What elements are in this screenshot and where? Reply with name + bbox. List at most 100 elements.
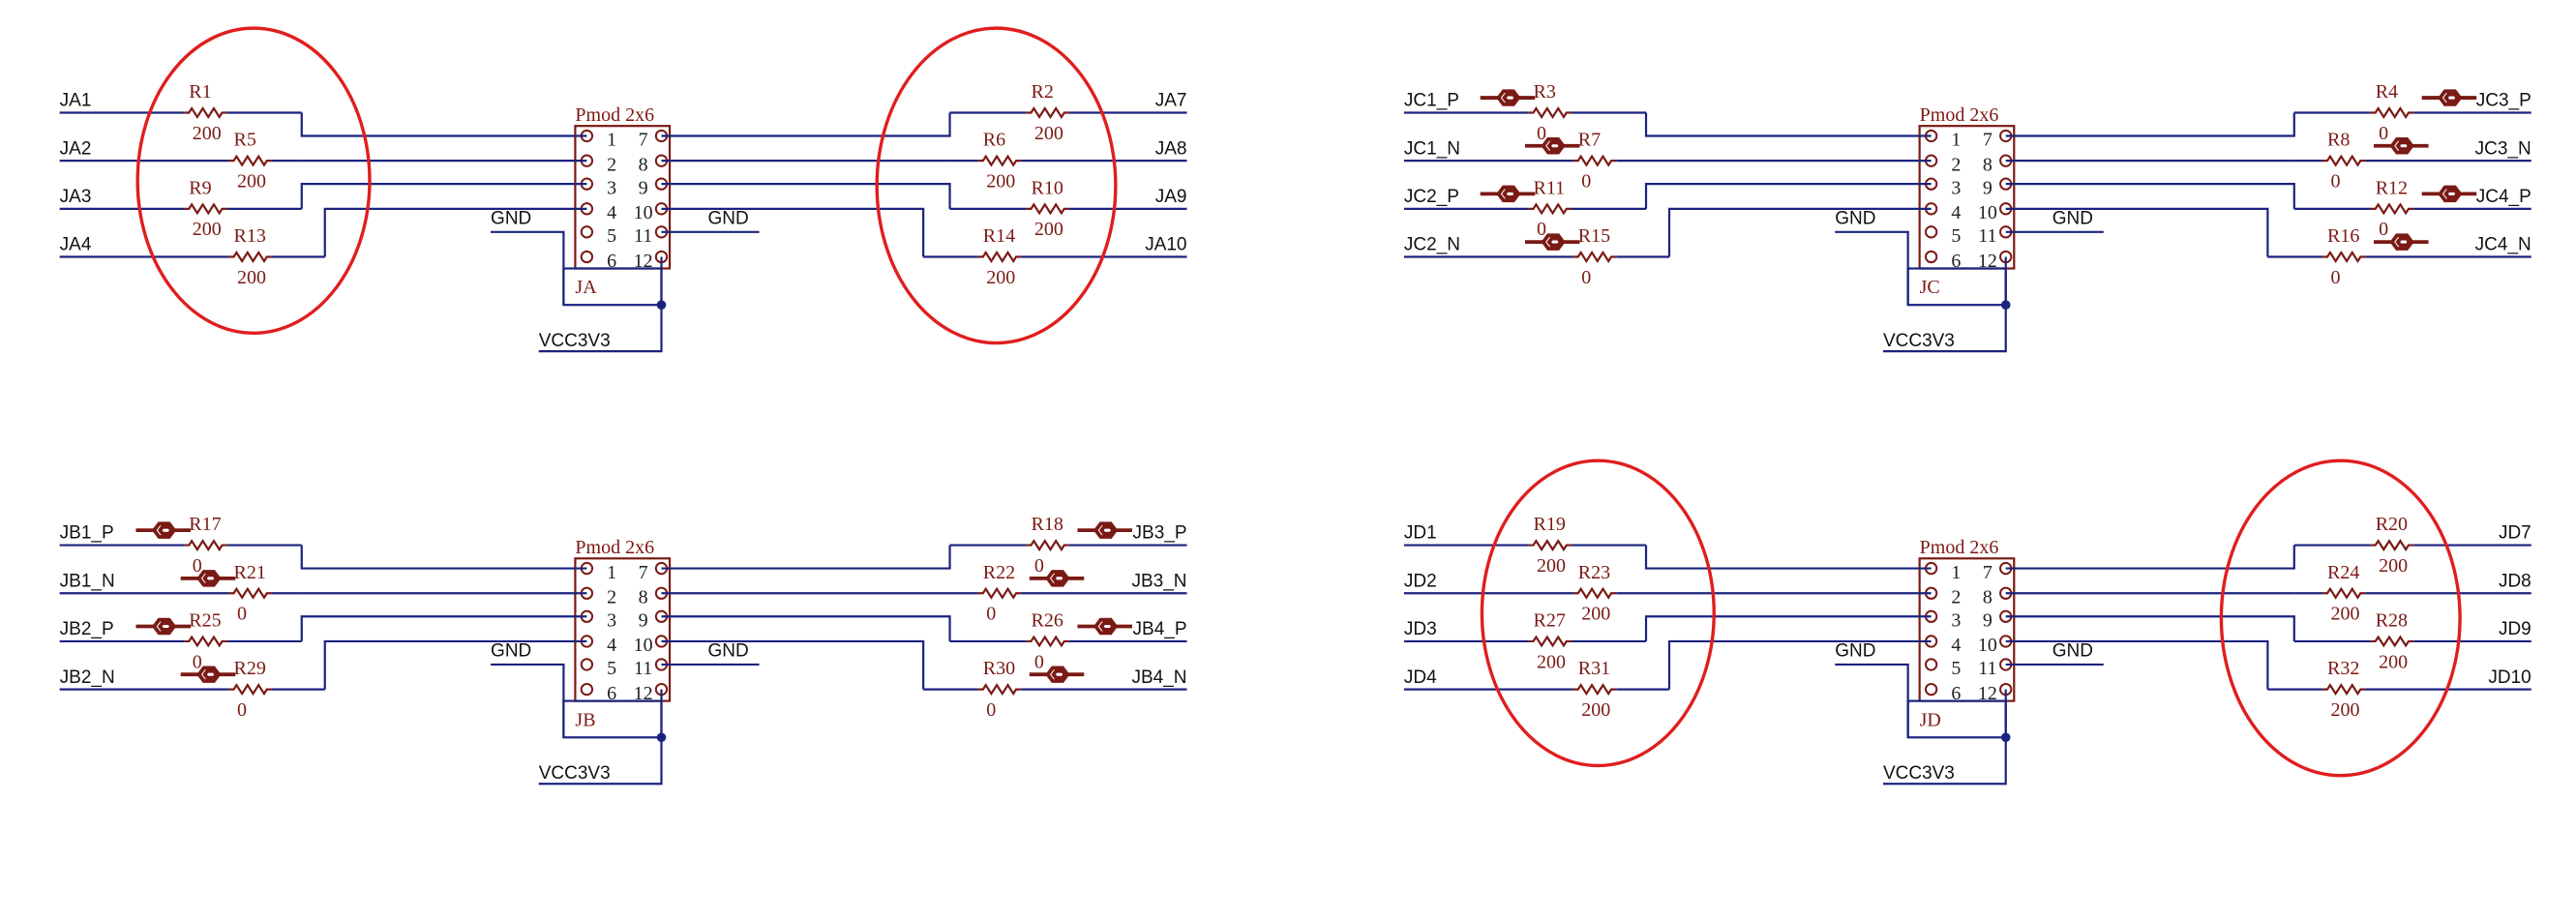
pin-number-left: 1 — [607, 562, 616, 583]
resistor-left — [1528, 105, 1572, 119]
connector-pin-left — [580, 250, 594, 264]
resistor-left — [228, 586, 272, 600]
differential-port-icon — [1077, 617, 1132, 636]
resistor-left — [1528, 202, 1572, 216]
resistor-ref-label: R27 — [1534, 610, 1566, 632]
differential-port-icon — [1524, 137, 1580, 155]
resistor-ref-label: R30 — [983, 658, 1015, 679]
resistor-right — [1026, 635, 1069, 648]
signal-wire — [2005, 112, 2295, 137]
connector-header-label: Pmod 2x6 — [1920, 104, 1999, 126]
port-icon-outer — [2438, 185, 2463, 203]
connector-pin-left — [580, 682, 594, 697]
resistor-ref-label: R29 — [234, 658, 266, 679]
resistor-value-label: 200 — [193, 219, 222, 240]
signal-wire — [2005, 639, 2269, 690]
net-label-left: JD1 — [1404, 523, 1437, 544]
highlight-ellipse-left — [1480, 459, 1716, 768]
pin-number-left: 5 — [1951, 225, 1961, 247]
resistor-value-label: 200 — [1034, 219, 1063, 240]
signal-wire — [661, 545, 951, 570]
pin-number-left: 6 — [1951, 251, 1961, 272]
pin-number-left: 1 — [1951, 130, 1961, 151]
gnd-label: GND — [491, 640, 531, 661]
signal-wire — [1644, 112, 1932, 137]
net-label-right: JD10 — [2488, 667, 2531, 688]
highlight-ellipse-right — [875, 26, 1118, 345]
resistor-ref-label: R1 — [189, 81, 211, 103]
resistor-ref-label: R18 — [1031, 514, 1063, 535]
resistor-ref-label: R17 — [189, 514, 221, 535]
resistor-left — [228, 251, 272, 264]
net-label-right: JD7 — [2499, 523, 2531, 544]
signal-wire — [1644, 545, 1932, 570]
pin-number-right: 10 — [634, 635, 653, 656]
resistor-left — [1573, 586, 1617, 600]
resistor-right — [2370, 202, 2414, 216]
net-label-left: JB1_P — [60, 523, 114, 544]
pin-number-right: 7 — [1983, 130, 1992, 151]
signal-wire — [300, 545, 587, 570]
resistor-ref-label: R15 — [1578, 225, 1610, 247]
connector-ref-label: JD — [1920, 709, 1941, 730]
resistor-value-label: 200 — [1537, 555, 1566, 577]
pin-number-right: 12 — [1978, 683, 1997, 704]
net-label-left: JC1_N — [1404, 138, 1460, 159]
resistor-value-label: 200 — [2330, 604, 2359, 625]
signal-wire — [661, 112, 951, 137]
differential-port-icon — [2421, 185, 2477, 203]
resistor-ref-label: R9 — [189, 177, 211, 198]
resistor-ref-label: R25 — [189, 610, 221, 632]
resistor-left — [1528, 539, 1572, 552]
vcc-wire — [1882, 689, 2007, 786]
pin-number-right: 11 — [634, 658, 652, 679]
resistor-ref-label: R21 — [234, 562, 266, 583]
net-label-right: JC3_P — [2476, 91, 2531, 111]
resistor-value-label: 0 — [1581, 171, 1591, 193]
resistor-value-label: 0 — [986, 699, 996, 721]
vcc-label: VCC3V3 — [539, 763, 611, 784]
signal-wire — [661, 615, 951, 641]
net-label-right: JD8 — [2499, 571, 2531, 591]
pmod-connector-box — [1918, 557, 2016, 702]
net-label-left: JA1 — [60, 91, 92, 111]
resistor-ref-label: R20 — [2376, 514, 2408, 535]
gnd-label: GND — [491, 208, 531, 228]
resistor-right — [2321, 586, 2366, 600]
differential-port-icon — [180, 666, 236, 683]
pin-number-left: 6 — [1951, 683, 1961, 704]
gnd-label: GND — [707, 640, 748, 661]
ground-wire — [491, 230, 565, 306]
connector-header-label: Pmod 2x6 — [575, 537, 654, 558]
resistor-value-label: 0 — [1034, 651, 1044, 672]
resistor-right — [977, 154, 1022, 167]
connector-pin-left — [1924, 225, 1938, 239]
pin-number-left: 3 — [1951, 610, 1961, 632]
net-label-left: JD3 — [1404, 619, 1437, 639]
pin-number-right: 10 — [1978, 635, 1997, 656]
pin-number-left: 4 — [1951, 635, 1961, 656]
differential-port-icon — [135, 521, 191, 539]
signal-wire — [2005, 207, 2269, 257]
port-icon-inner — [1502, 92, 1518, 104]
resistor-ref-label: R24 — [2327, 562, 2359, 583]
connector-ref-label: JC — [1920, 277, 1940, 298]
pin-number-right: 7 — [639, 562, 648, 583]
signal-wire — [2005, 183, 2295, 209]
net-label-right: JB3_P — [1133, 523, 1187, 544]
resistor-value-label: 200 — [1581, 604, 1610, 625]
resistor-ref-label: R31 — [1578, 658, 1610, 679]
resistor-ref-label: R32 — [2327, 658, 2359, 679]
resistor-value-label: 0 — [1537, 219, 1546, 240]
resistor-ref-label: R7 — [1578, 130, 1601, 151]
ground-wire — [491, 663, 565, 738]
pin-number-right: 9 — [639, 610, 648, 632]
differential-port-icon — [1480, 185, 1536, 203]
resistor-right — [2321, 154, 2366, 167]
port-icon-inner — [1051, 573, 1067, 584]
resistor-value-label: 0 — [1581, 267, 1591, 288]
resistor-value-label: 0 — [2379, 219, 2388, 240]
resistor-left — [1528, 635, 1572, 648]
resistor-ref-label: R3 — [1534, 81, 1556, 103]
pin-number-right: 8 — [1983, 154, 1992, 175]
